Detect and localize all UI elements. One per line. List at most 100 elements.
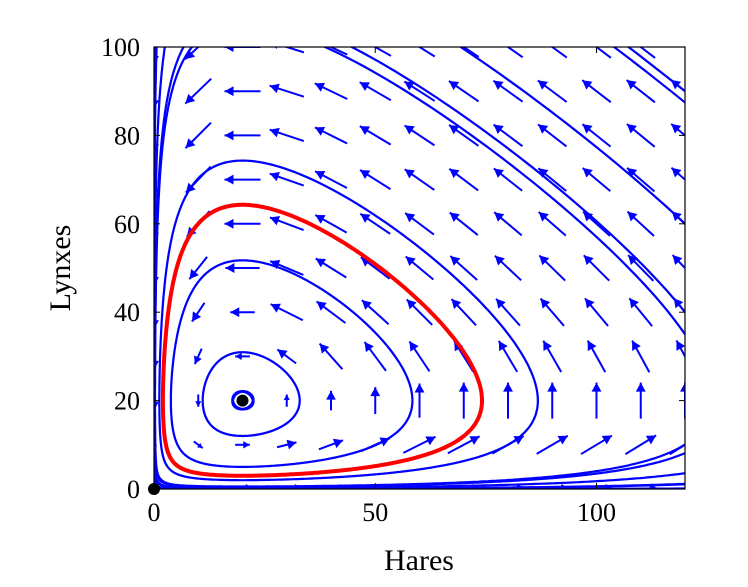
vector-arrowhead	[270, 303, 281, 313]
vector-arrowhead	[314, 82, 326, 92]
vector-arrowhead	[540, 298, 551, 309]
vector-arrowhead	[538, 168, 549, 178]
vector-arrowhead	[449, 168, 460, 179]
vector-arrowhead	[672, 255, 683, 265]
vector-arrowhead	[469, 436, 480, 445]
vector-arrowhead	[449, 212, 460, 223]
vector-arrowhead	[671, 123, 682, 134]
vector-arrowhead	[320, 47, 322, 48]
vector-arrowhead	[269, 83, 280, 94]
vector-arrowhead	[601, 435, 612, 445]
vector-arrowhead	[425, 436, 436, 446]
vector-arrowhead	[498, 340, 508, 352]
vector-arrowhead	[224, 174, 234, 185]
vector-arrowhead	[591, 382, 602, 392]
vector-arrowhead	[543, 340, 553, 352]
vector-arrowhead	[583, 211, 594, 222]
vector-arrowhead	[197, 442, 203, 449]
vector-arrowhead	[635, 382, 646, 392]
vector-arrowhead	[359, 126, 371, 136]
vector-arrowhead	[547, 382, 558, 392]
y-tick-label: 80	[114, 121, 140, 150]
vector-arrowhead	[224, 47, 234, 52]
x-tick-label: 100	[577, 498, 616, 527]
vector-arrowhead	[583, 255, 594, 266]
vector-arrowhead	[224, 86, 234, 97]
vector-arrowhead	[359, 82, 370, 91]
vector-arrowhead	[404, 37, 414, 46]
vector-arrowhead	[361, 300, 372, 310]
vector-arrowhead	[449, 124, 460, 135]
vector-arrowhead	[671, 167, 682, 178]
vector-arrowhead	[360, 38, 370, 47]
vector-arrowhead	[269, 127, 280, 138]
vector-arrowhead	[191, 311, 202, 322]
vector-arrowhead	[360, 170, 371, 179]
vector-arrowhead	[513, 435, 524, 445]
y-axis-title: Lynxes	[44, 225, 77, 312]
x-tick-label: 0	[148, 498, 161, 527]
vector-arrowhead	[493, 124, 504, 134]
vector-arrowhead	[503, 382, 513, 392]
vector-arrowhead	[195, 401, 202, 407]
vector-arrowhead	[243, 441, 250, 449]
vector-arrowhead	[404, 81, 415, 91]
vector-arrowhead	[496, 298, 506, 309]
vector-arrowhead	[185, 138, 196, 149]
vector-arrowhead	[405, 256, 416, 267]
vector-arrowhead	[694, 484, 703, 494]
vector-arrowhead	[332, 438, 344, 449]
vector-arrowhead	[627, 211, 638, 222]
vector-arrowhead	[189, 268, 199, 280]
vector-arrowhead	[557, 435, 568, 445]
vector-arrowhead	[494, 212, 505, 222]
vector-arrowhead	[315, 171, 326, 180]
vector-arrowhead	[451, 299, 462, 310]
vector-arrowhead	[405, 213, 416, 223]
highlighted-orbit-group	[160, 202, 484, 478]
vector-arrowhead	[676, 340, 685, 351]
vector-arrowhead	[448, 80, 460, 91]
vector-arrowhead	[314, 126, 326, 136]
vector-arrow	[461, 47, 480, 58]
vector-arrow	[550, 47, 568, 59]
vector-arrowhead	[370, 387, 381, 397]
orbit-curve	[158, 159, 540, 482]
vector-arrowhead	[450, 256, 461, 266]
vector-arrowhead	[538, 124, 549, 134]
vector-arrowhead	[269, 171, 280, 182]
vector-arrowhead	[449, 37, 459, 46]
vector-arrowhead	[629, 298, 639, 309]
axis-ticks: 0 50 100 0 20 40 60 80 100	[101, 33, 685, 527]
x-tick-label: 50	[362, 498, 388, 527]
vector-arrow	[506, 47, 524, 59]
y-tick-label: 20	[114, 387, 140, 416]
vector-arrowhead	[493, 80, 504, 90]
vector-arrowhead	[538, 36, 548, 45]
vector-arrowhead	[414, 383, 425, 393]
vector-arrowhead	[406, 299, 417, 310]
vector-arrowhead	[582, 80, 593, 90]
vector-arrowhead	[582, 168, 593, 178]
vector-arrowhead	[360, 213, 371, 223]
vector-arrowhead	[225, 263, 235, 273]
orbit-curve	[201, 351, 301, 438]
vector-arrowhead	[230, 307, 240, 318]
vector-arrowhead	[539, 255, 550, 266]
orbit-curve	[231, 390, 255, 411]
vector-arrowhead	[404, 169, 415, 179]
vector-arrowhead	[582, 124, 593, 134]
vector-arrow	[594, 47, 612, 59]
vector-arrowhead	[458, 382, 469, 392]
vector-arrowhead	[587, 340, 597, 351]
vector-arrowhead	[235, 352, 242, 361]
orbit-curve	[169, 259, 414, 468]
vector-arrowhead	[626, 124, 637, 134]
highlighted-orbit	[160, 202, 484, 478]
vector-arrowhead	[626, 80, 637, 90]
vector-arrowhead	[538, 211, 549, 222]
vector-arrowhead	[277, 349, 288, 359]
vector-arrowhead	[194, 355, 202, 365]
vector-arrowhead	[493, 168, 504, 178]
